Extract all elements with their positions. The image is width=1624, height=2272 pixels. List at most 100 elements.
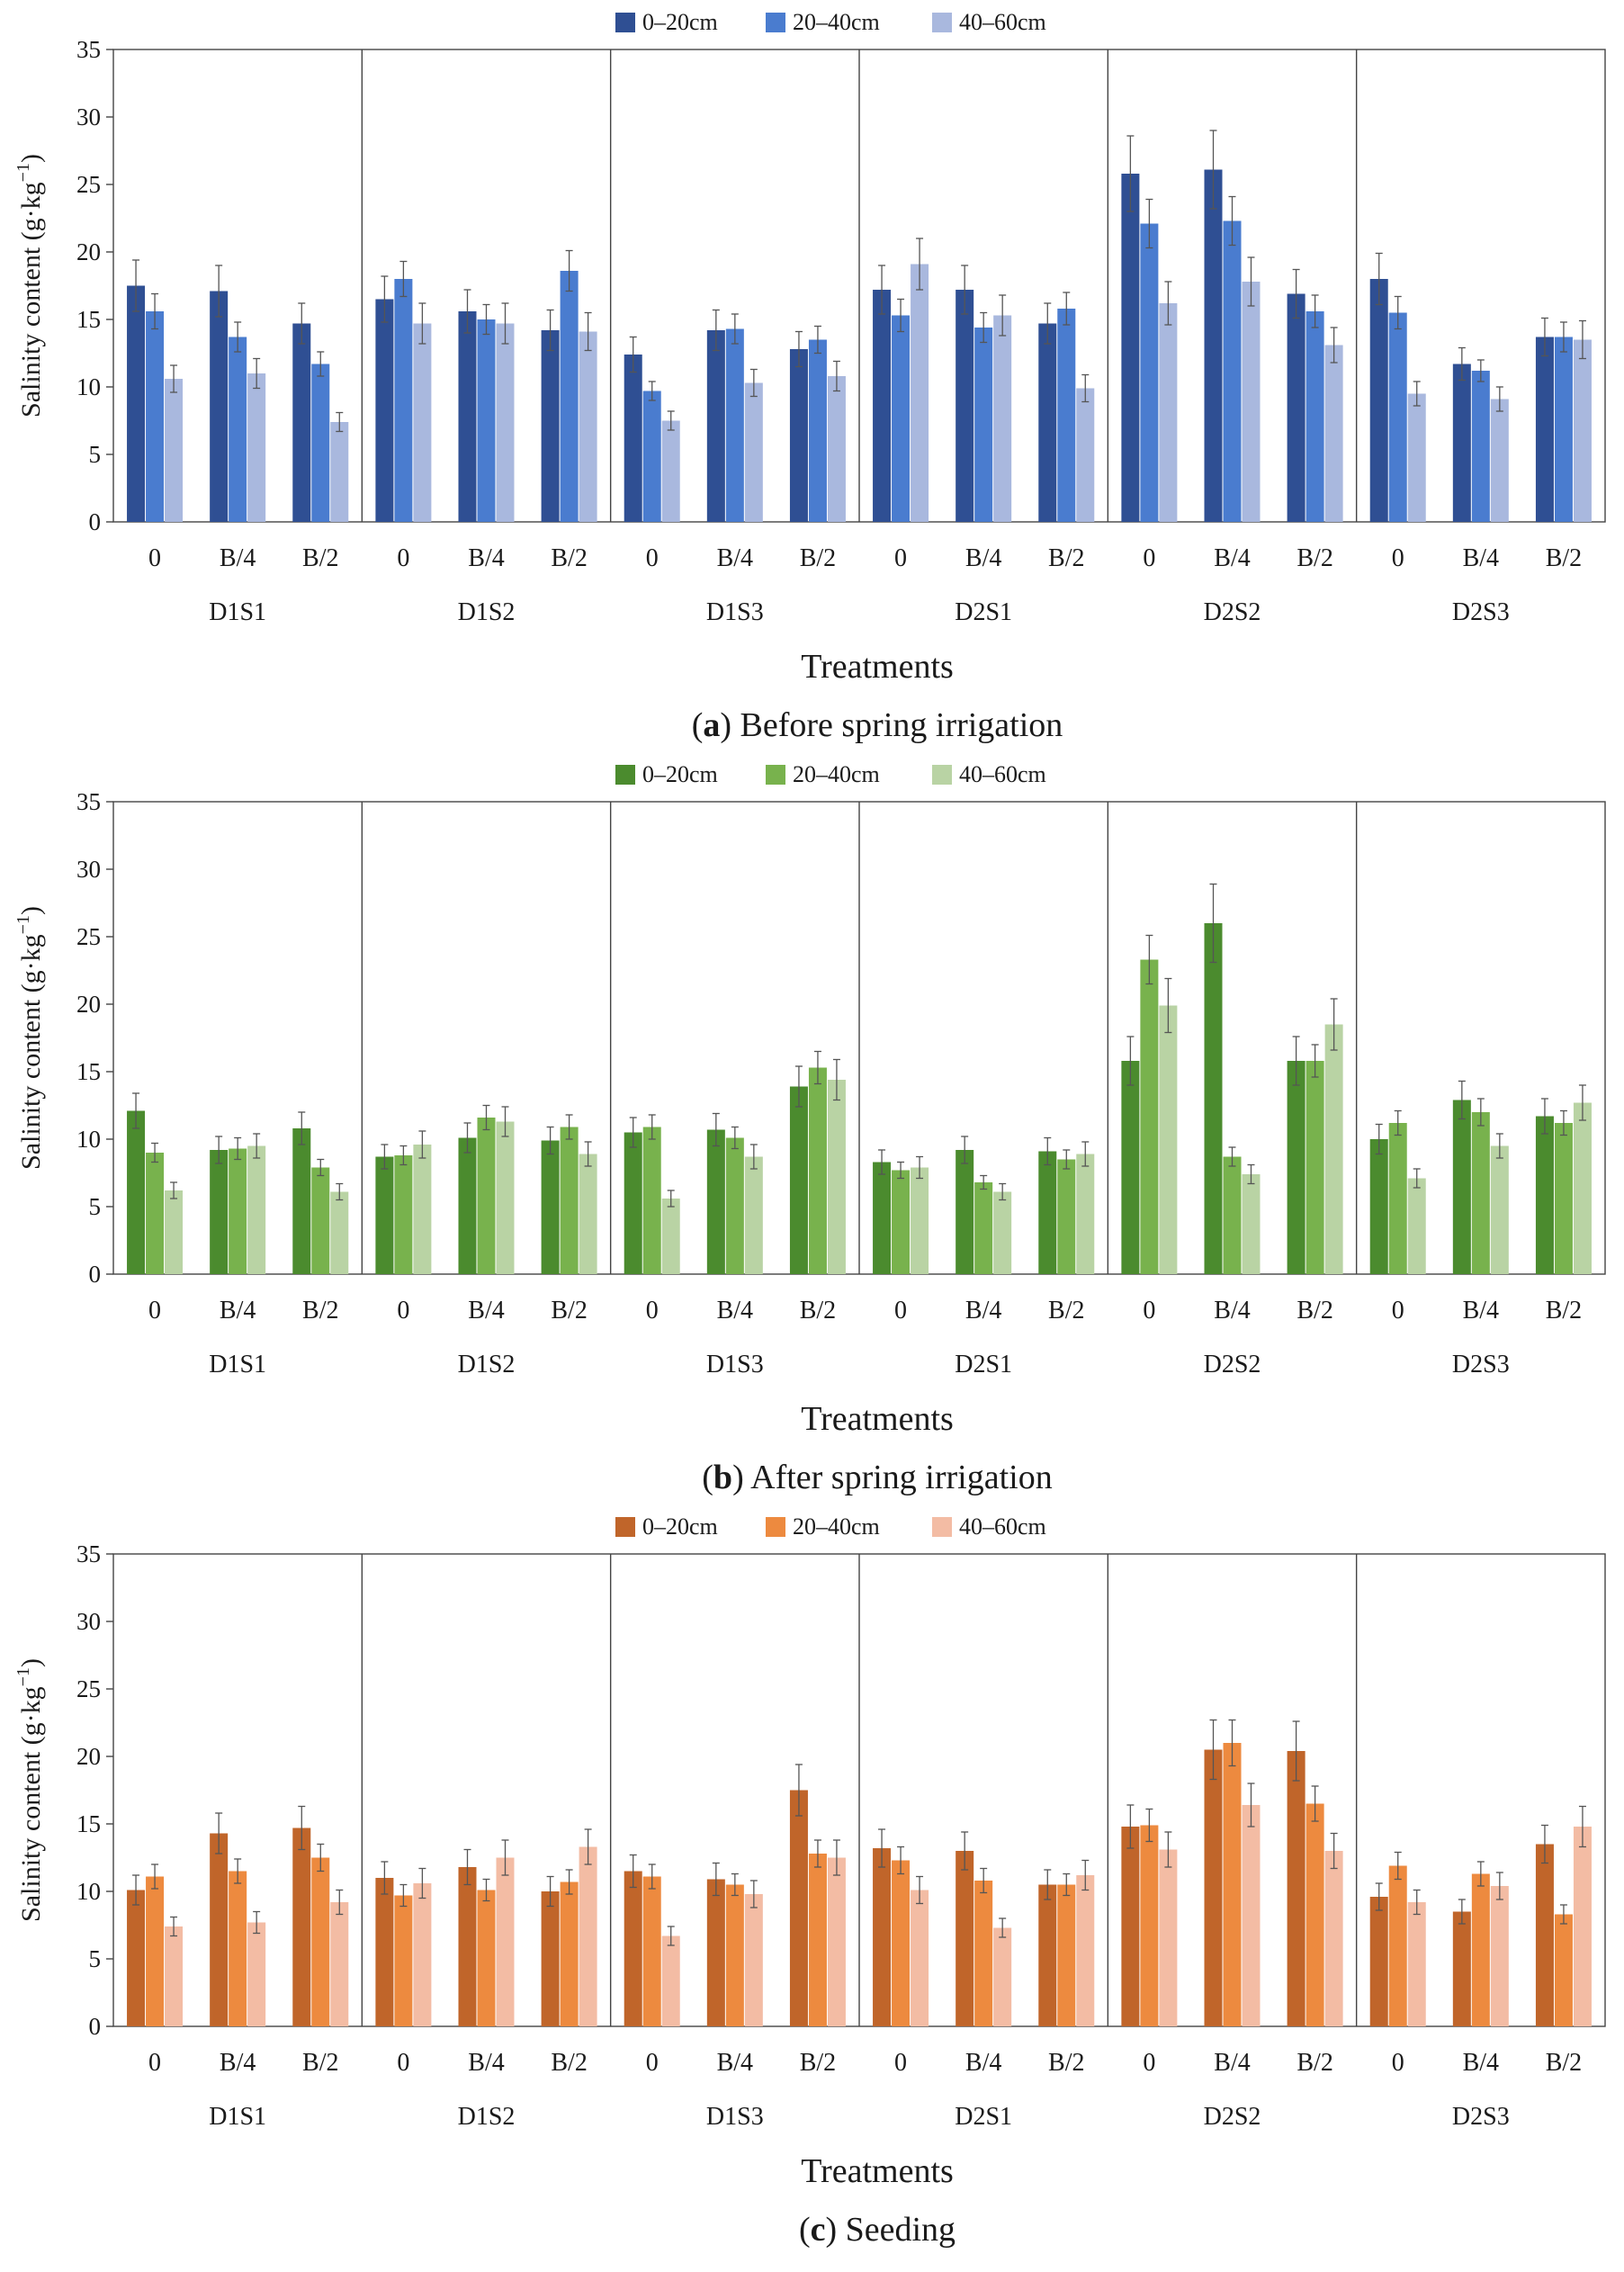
legend-swatch xyxy=(615,13,635,32)
legend-label: 40–60cm xyxy=(959,761,1046,787)
x-group-label: D2S1 xyxy=(955,1351,1012,1378)
bar-40–60cm xyxy=(744,382,763,522)
x-group-label: D2S3 xyxy=(1452,598,1510,626)
x-subcategory-label: B/2 xyxy=(1297,2049,1332,2077)
bar-20–40cm xyxy=(1471,1112,1490,1274)
bar-0–20cm xyxy=(1287,1751,1305,2026)
bar-0–20cm xyxy=(1121,174,1140,522)
bar-20–40cm xyxy=(394,1895,413,2026)
legend-swatch xyxy=(932,765,952,785)
bar-40–60cm xyxy=(911,1167,929,1274)
bar-40–60cm xyxy=(1076,1154,1095,1274)
bar-40–60cm xyxy=(661,1199,680,1274)
y-tick-label: 35 xyxy=(76,1540,101,1567)
bar-0–20cm xyxy=(873,1162,892,1274)
bars xyxy=(127,130,1592,522)
y-axis-label-close: ) xyxy=(16,154,46,163)
y-tick-label: 30 xyxy=(76,1608,101,1635)
bars xyxy=(127,883,1592,1274)
bar-40–60cm xyxy=(1076,1875,1095,2026)
legend-label: 0–20cm xyxy=(642,9,718,35)
x-axis-label: Treatments xyxy=(801,648,954,686)
x-subcategory-label: 0 xyxy=(894,2049,907,2077)
chart-panel-b: 0–20cm 20–40cm 40–60cm 0 5 10 15 20 25 30 35 Salini… xyxy=(13,761,1606,1496)
x-subcategory-label: B/2 xyxy=(302,1297,338,1325)
bar-40–60cm xyxy=(744,1156,763,1274)
x-subcategory-label: B/2 xyxy=(1048,2049,1084,2077)
bar-0–20cm xyxy=(1369,1139,1388,1274)
y-tick-label: 20 xyxy=(76,991,101,1018)
x-subcategory-label: B/4 xyxy=(468,544,504,572)
y-axis-label: Salinity content (g·kg−1) xyxy=(13,154,46,418)
bar-20–40cm xyxy=(146,1153,165,1274)
y-tick-label: 25 xyxy=(76,171,101,198)
x-subcategory-label: B/2 xyxy=(800,544,836,572)
x-subcategory-label: 0 xyxy=(1143,2049,1155,2077)
bar-0–20cm xyxy=(541,1140,560,1274)
bar-0–20cm xyxy=(1287,293,1305,522)
bar-0–20cm xyxy=(1038,323,1057,522)
caption-close: ) xyxy=(720,706,740,744)
bar-0–20cm xyxy=(458,1137,477,1274)
bar-0–20cm xyxy=(1369,1897,1388,2026)
x-subcategory-label: 0 xyxy=(894,544,907,572)
bar-40–60cm xyxy=(1573,1827,1592,2026)
x-axis-label: Treatments xyxy=(801,2152,954,2190)
y-tick-label: 5 xyxy=(89,441,102,468)
y-tick-label: 5 xyxy=(89,1945,102,1972)
bar-40–60cm xyxy=(1490,1145,1509,1274)
x-axis-label: Treatments xyxy=(801,1400,954,1438)
x-group-label: D1S3 xyxy=(706,598,764,626)
x-subcategory-label: B/2 xyxy=(800,1297,836,1325)
x-subcategory-label: B/4 xyxy=(220,1297,256,1325)
x-group-label: D1S3 xyxy=(706,1351,764,1378)
bar-20–40cm xyxy=(974,1881,993,2026)
bar-40–60cm xyxy=(661,1935,680,2026)
bar-40–60cm xyxy=(1407,1178,1426,1274)
bar-0–20cm xyxy=(789,349,808,522)
legend-label: 20–40cm xyxy=(793,761,880,787)
x-subcategory-label: 0 xyxy=(397,1297,409,1325)
x-group-label: D1S2 xyxy=(458,598,516,626)
bar-20–40cm xyxy=(560,1127,579,1274)
y-tick-label: 35 xyxy=(76,788,101,815)
y-axis-label-sup: −1 xyxy=(13,163,33,182)
bar-0–20cm xyxy=(1287,1061,1305,1274)
x-subcategory-label: 0 xyxy=(397,544,409,572)
bar-20–40cm xyxy=(229,337,247,522)
bar-40–60cm xyxy=(1076,388,1095,522)
bar-20–40cm xyxy=(1140,959,1159,1274)
x-subcategory-label: B/4 xyxy=(220,544,256,572)
caption-panel-label: a xyxy=(703,706,720,744)
bar-0–20cm xyxy=(1204,169,1223,522)
x-subcategory-label: 0 xyxy=(397,2049,409,2077)
bar-40–60cm xyxy=(1242,282,1261,522)
bar-20–40cm xyxy=(1388,1865,1407,2026)
bar-40–60cm xyxy=(165,379,184,522)
bar-0–20cm xyxy=(956,290,974,522)
bar-20–40cm xyxy=(1388,1123,1407,1274)
bar-40–60cm xyxy=(911,1890,929,2026)
bar-20–40cm xyxy=(1554,1914,1573,2026)
bar-20–40cm xyxy=(1140,223,1159,522)
x-group-label: D1S1 xyxy=(209,2103,266,2131)
caption-open: ( xyxy=(692,706,704,744)
x-group-label: D2S1 xyxy=(955,2103,1012,2131)
x-subcategory-label: B/4 xyxy=(1463,2049,1499,2077)
y-tick-label: 35 xyxy=(76,36,101,63)
bar-0–20cm xyxy=(1535,1844,1554,2026)
x-subcategory-label: 0 xyxy=(646,1297,659,1325)
bar-20–40cm xyxy=(892,1170,911,1274)
bar-0–20cm xyxy=(1038,1151,1057,1274)
bar-20–40cm xyxy=(146,1876,165,2026)
bar-40–60cm xyxy=(827,1080,846,1274)
chart-panel-a: 0–20cm 20–40cm 40–60cm 0 5 10 15 20 25 30 35 Salini… xyxy=(13,9,1606,744)
bars xyxy=(127,1719,1592,2026)
bar-20–40cm xyxy=(808,339,827,522)
bar-20–40cm xyxy=(1057,1884,1076,2026)
y-tick-label: 30 xyxy=(76,856,101,883)
x-subcategory-label: B/4 xyxy=(717,2049,753,2077)
bar-20–40cm xyxy=(642,391,661,522)
bar-0–20cm xyxy=(375,299,394,522)
